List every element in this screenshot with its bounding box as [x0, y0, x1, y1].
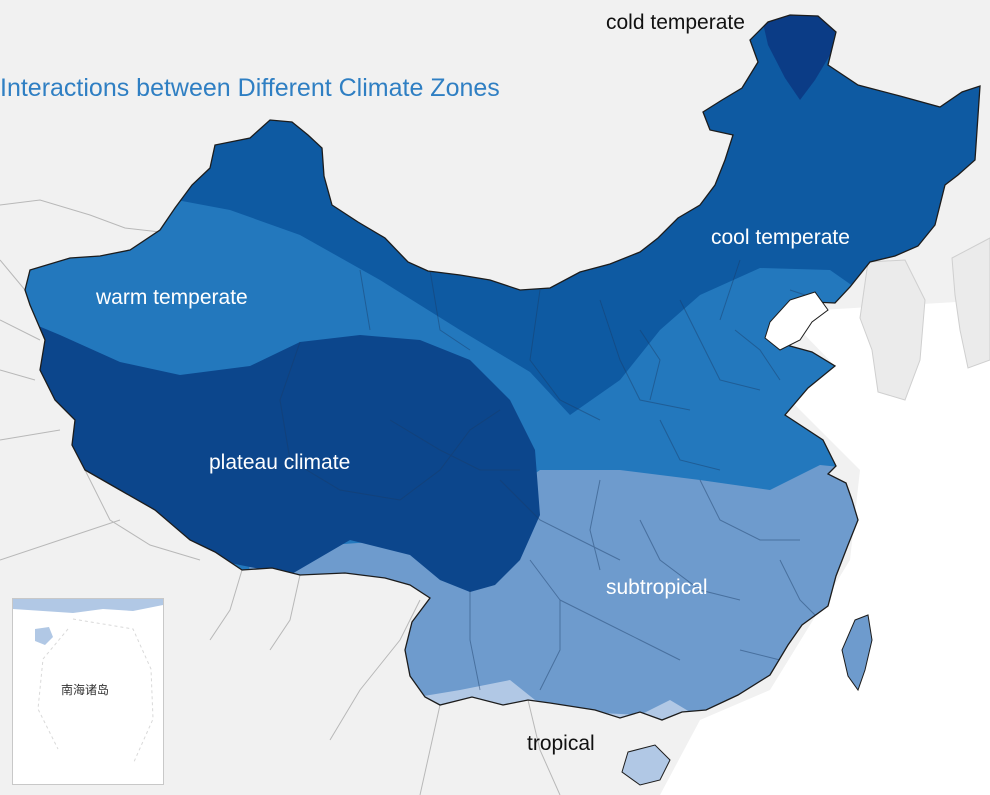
zone-plateau-climate [25, 310, 540, 592]
hainan-island [621, 744, 671, 786]
korea-land [859, 259, 926, 401]
inset-hainan [35, 627, 53, 645]
zone-label-subtropical: subtropical [606, 576, 708, 599]
zone-label-plateau-climate: plateau climate [209, 451, 351, 474]
inset-border [37, 618, 154, 765]
zone-label-cold-temperate: cold temperate [606, 11, 745, 34]
taiwan-island [841, 614, 873, 692]
zone-label-warm-temperate: warm temperate [96, 286, 248, 309]
zone-label-tropical: tropical [527, 732, 595, 755]
map-title: Interactions between Different Climate Z… [0, 74, 500, 102]
south-china-sea-inset: 南海诸岛 [12, 598, 164, 785]
sea-area [660, 300, 990, 795]
inset-map [13, 599, 163, 765]
zone-label-cool-temperate: cool temperate [711, 226, 850, 249]
bohai-sea [764, 291, 829, 351]
zone-cold-temperate [760, 15, 840, 100]
japan-land [951, 237, 990, 369]
inset-label: 南海诸岛 [61, 683, 110, 697]
inset-coastline [13, 599, 163, 613]
neighbor-borders [0, 199, 561, 795]
province-borders [279, 259, 821, 691]
